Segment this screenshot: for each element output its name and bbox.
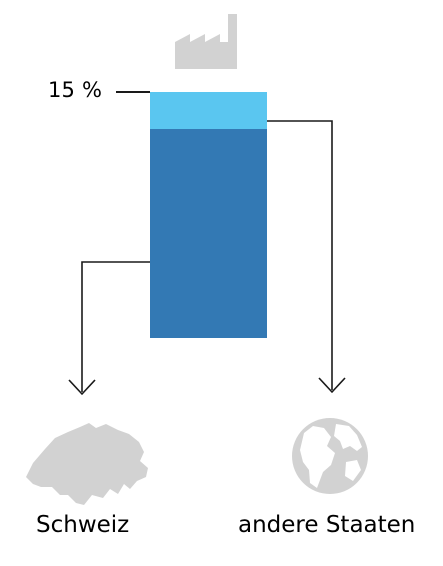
factory-icon (175, 14, 237, 69)
arrowhead-right (318, 377, 346, 394)
bar-segment-domestic (150, 129, 267, 338)
globe-icon (292, 418, 368, 494)
arrowhead-left (68, 379, 96, 396)
connector-right (267, 120, 333, 390)
switzerland-map-icon (26, 423, 148, 505)
bar-segment-export (150, 92, 267, 129)
destination-label-switzerland: Schweiz (36, 512, 130, 538)
percentage-label: 15 % (48, 78, 103, 102)
destination-label-other-countries: andere Staaten (238, 512, 416, 538)
connector-left (81, 261, 150, 392)
